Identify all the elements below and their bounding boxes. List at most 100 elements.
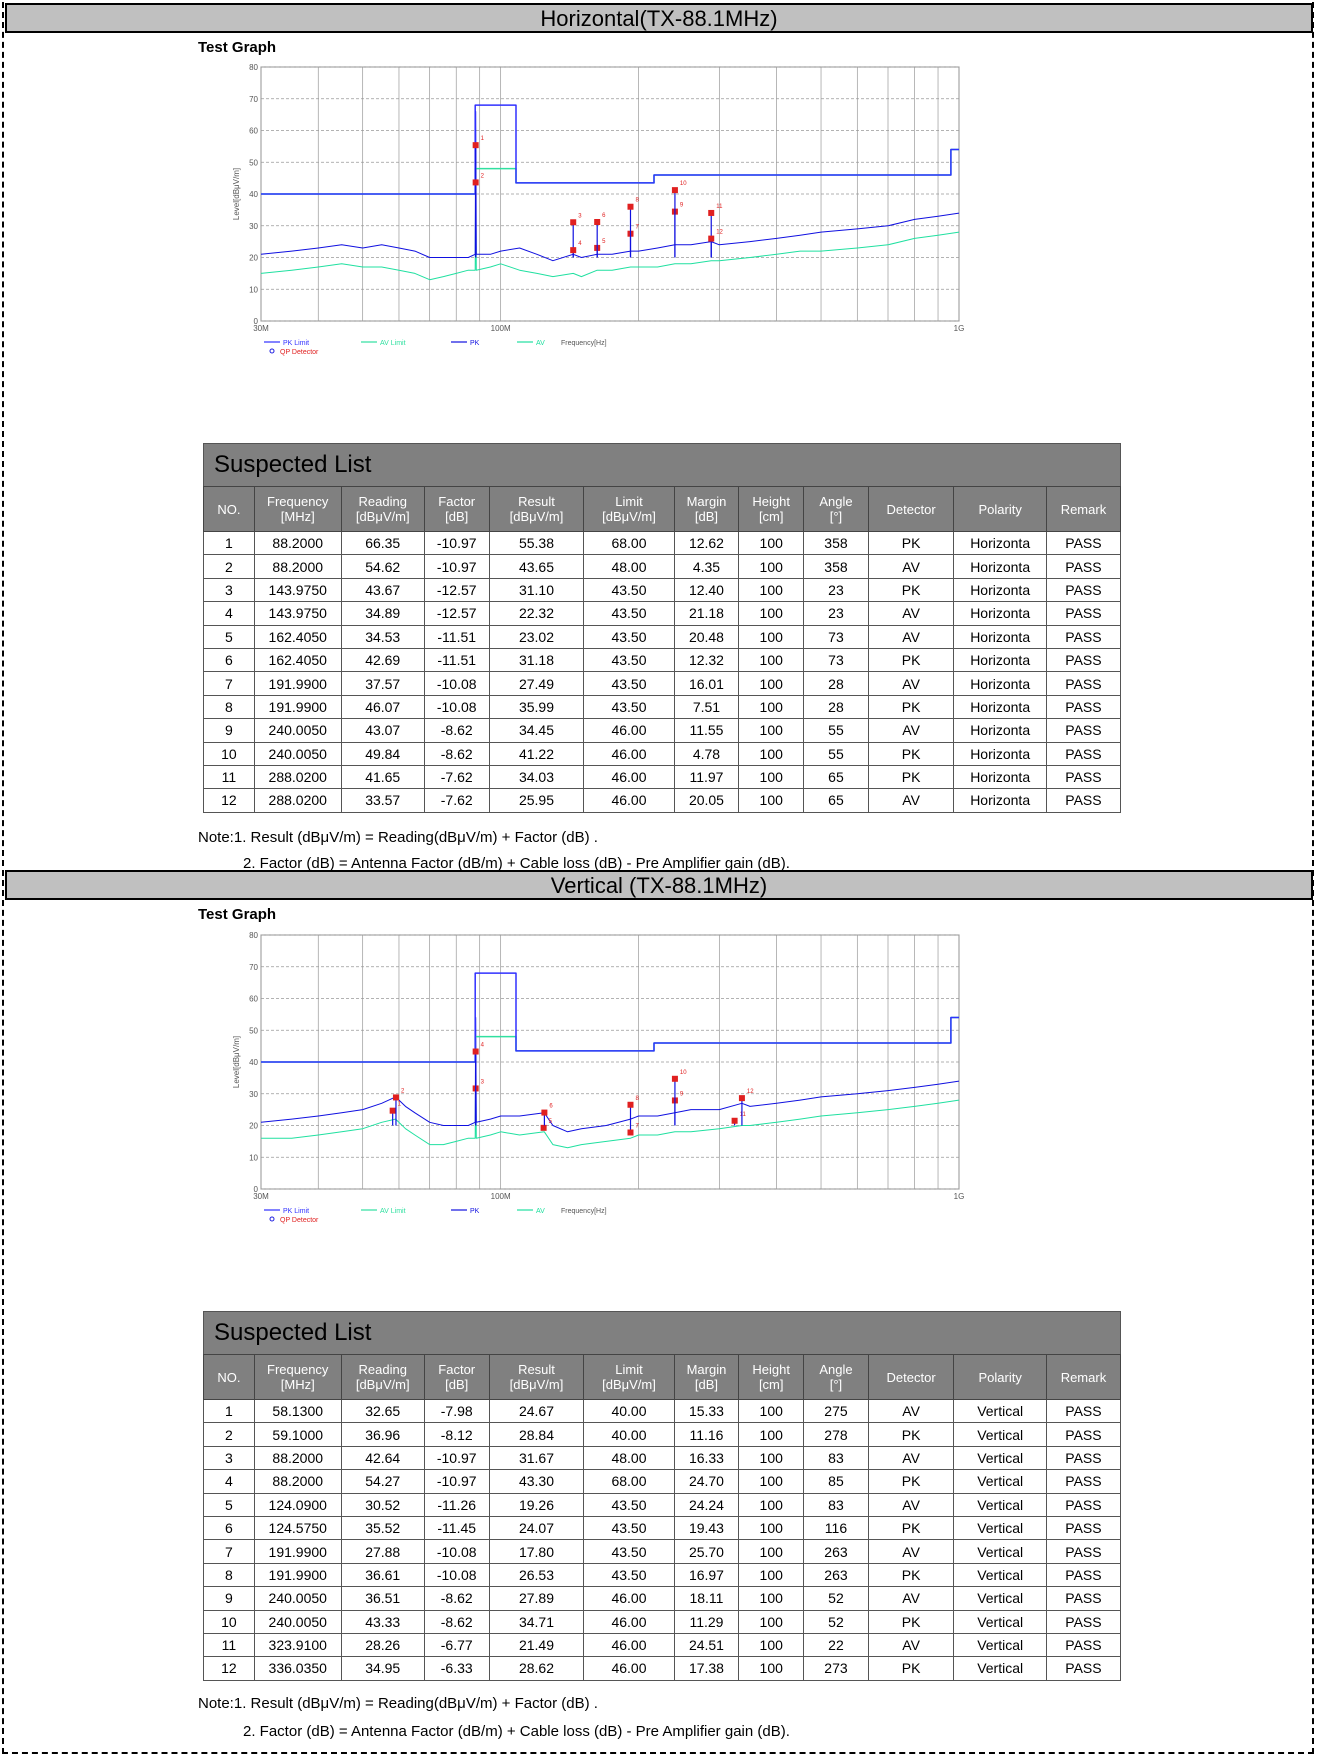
column-header: Angle [°]	[803, 486, 869, 532]
table-cell: AV	[867, 1632, 955, 1658]
column-header: Frequency [MHz]	[253, 1354, 342, 1400]
table-cell: 100	[738, 1398, 805, 1424]
table-cell: 2	[203, 554, 255, 579]
x-tick-label: 1G	[954, 1192, 965, 1201]
table-cell: 34.95	[340, 1656, 425, 1681]
table-cell: 7.51	[673, 694, 740, 720]
table-cell: 46.00	[583, 1632, 675, 1658]
table-cell: 263	[803, 1562, 869, 1588]
table-cell: 24.24	[673, 1492, 740, 1517]
table-cell: 100	[738, 1562, 805, 1588]
note-1: Note:1. Result (dBμV/m) = Reading(dBμV/m…	[198, 1695, 598, 1712]
table-cell: PK	[867, 741, 955, 766]
table-cell: 20.05	[673, 788, 740, 813]
table-cell: 40.00	[583, 1398, 675, 1424]
x-tick-label: 30M	[253, 1192, 269, 1201]
table-cell: 263	[803, 1539, 869, 1564]
table-cell: PASS	[1045, 718, 1122, 743]
table-row: 1 58.1300 32.65 -7.98 24.67 40.00 15.33 100 275 A…	[203, 1398, 1122, 1424]
table-cell: PASS	[1045, 647, 1122, 673]
table-cell: 43.30	[488, 1469, 585, 1494]
column-header: NO.	[203, 1354, 255, 1400]
marker-label: 11	[716, 204, 723, 210]
table-cell: -10.97	[423, 554, 490, 579]
section-header-vertical: Vertical (TX-88.1MHz)	[5, 870, 1313, 900]
marker-label: 4	[481, 1043, 485, 1049]
table-cell: 34.71	[488, 1609, 585, 1634]
table-cell: 12	[203, 1656, 255, 1681]
table-cell: -8.62	[423, 718, 490, 743]
table-cell: PK	[867, 647, 955, 673]
table-cell: 19.43	[673, 1515, 740, 1541]
table-cell: 21.18	[673, 601, 740, 626]
column-header: Reading [dBμV/m]	[340, 486, 425, 532]
table-cell: 100	[738, 1656, 805, 1681]
table-cell: -10.08	[423, 671, 490, 696]
column-header: Remark	[1045, 486, 1122, 532]
table-cell: 23	[803, 601, 869, 626]
table-cell: 336.0350	[253, 1656, 342, 1681]
table-cell: 25.70	[673, 1539, 740, 1564]
table-cell: 42.64	[340, 1445, 425, 1471]
table-cell: 24.51	[673, 1632, 740, 1658]
qp-marker	[392, 1094, 399, 1101]
table-cell: -6.77	[423, 1632, 490, 1658]
section-header-horizontal: Horizontal(TX-88.1MHz)	[5, 3, 1313, 33]
table-cell: 100	[738, 1445, 805, 1471]
table-cell: PASS	[1045, 1515, 1122, 1541]
table-cell: 88.2000	[253, 1445, 342, 1471]
table-row: 5 162.4050 34.53 -11.51 23.02 43.50 20.48 100 73…	[203, 624, 1122, 649]
table-cell: 43.50	[583, 601, 675, 626]
y-tick-label: 30	[249, 1090, 258, 1099]
legend-label: PK Limit	[283, 340, 309, 347]
table-cell: 31.18	[488, 647, 585, 673]
table-cell: Vertical	[953, 1632, 1047, 1658]
table-cell: 36.61	[340, 1562, 425, 1588]
table-cell: 36.96	[340, 1422, 425, 1447]
table-cell: -8.62	[423, 1586, 490, 1611]
table-cell: 100	[738, 624, 805, 649]
table-cell: 28	[803, 671, 869, 696]
column-header: Limit [dBμV/m]	[583, 486, 675, 532]
table-cell: 55.38	[488, 530, 585, 556]
table-cell: 162.4050	[253, 624, 342, 649]
y-tick-label: 20	[249, 254, 258, 263]
table-row: 3 143.9750 43.67 -12.57 31.10 43.50 12.40 100 23…	[203, 577, 1122, 603]
marker-label: 1	[398, 1102, 402, 1108]
table-cell: 54.27	[340, 1469, 425, 1494]
table-cell: PK	[867, 1656, 955, 1681]
legend-label: AV	[536, 1208, 545, 1215]
table-cell: 83	[803, 1492, 869, 1517]
marker-label: 6	[549, 1104, 553, 1110]
table-cell: 100	[738, 1632, 805, 1658]
table-cell: 46.00	[583, 1586, 675, 1611]
column-header: Detector	[867, 1354, 955, 1400]
marker-label: 1	[481, 136, 485, 142]
table-cell: 68.00	[583, 530, 675, 556]
table-cell: 240.0050	[253, 1609, 342, 1634]
table-cell: PK	[867, 1469, 955, 1494]
table-cell: 46.00	[583, 764, 675, 790]
table-cell: Vertical	[953, 1539, 1047, 1564]
table-header-row: NO. Frequency [MHz] Reading [dBμV/m] Factor [d…	[203, 486, 1122, 532]
qp-marker	[627, 1129, 634, 1136]
suspected-list-vertical: Suspected List NO. Frequency [MHz] Reading[…	[203, 1311, 1122, 1681]
marker-label: 2	[401, 1088, 405, 1094]
table-cell: 46.00	[583, 1656, 675, 1681]
legend-label: AV Limit	[380, 1208, 406, 1215]
qp-marker	[627, 1101, 634, 1108]
pk-trace	[260, 1017, 960, 1133]
table-cell: 100	[738, 741, 805, 766]
table-cell: 23.02	[488, 624, 585, 649]
table-cell: Horizonta	[953, 601, 1047, 626]
table-cell: -10.08	[423, 1539, 490, 1564]
table-cell: 88.2000	[253, 554, 342, 579]
table-cell: 85	[803, 1469, 869, 1494]
table-row: 4 88.2000 54.27 -10.97 43.30 68.00 24.70 100 85 P…	[203, 1469, 1122, 1494]
column-header: Height [cm]	[738, 1354, 805, 1400]
table-cell: -7.62	[423, 788, 490, 813]
table-cell: PASS	[1045, 601, 1122, 626]
table-cell: 22	[803, 1632, 869, 1658]
y-tick-label: 0	[254, 1185, 259, 1194]
column-header: Polarity	[953, 486, 1047, 532]
